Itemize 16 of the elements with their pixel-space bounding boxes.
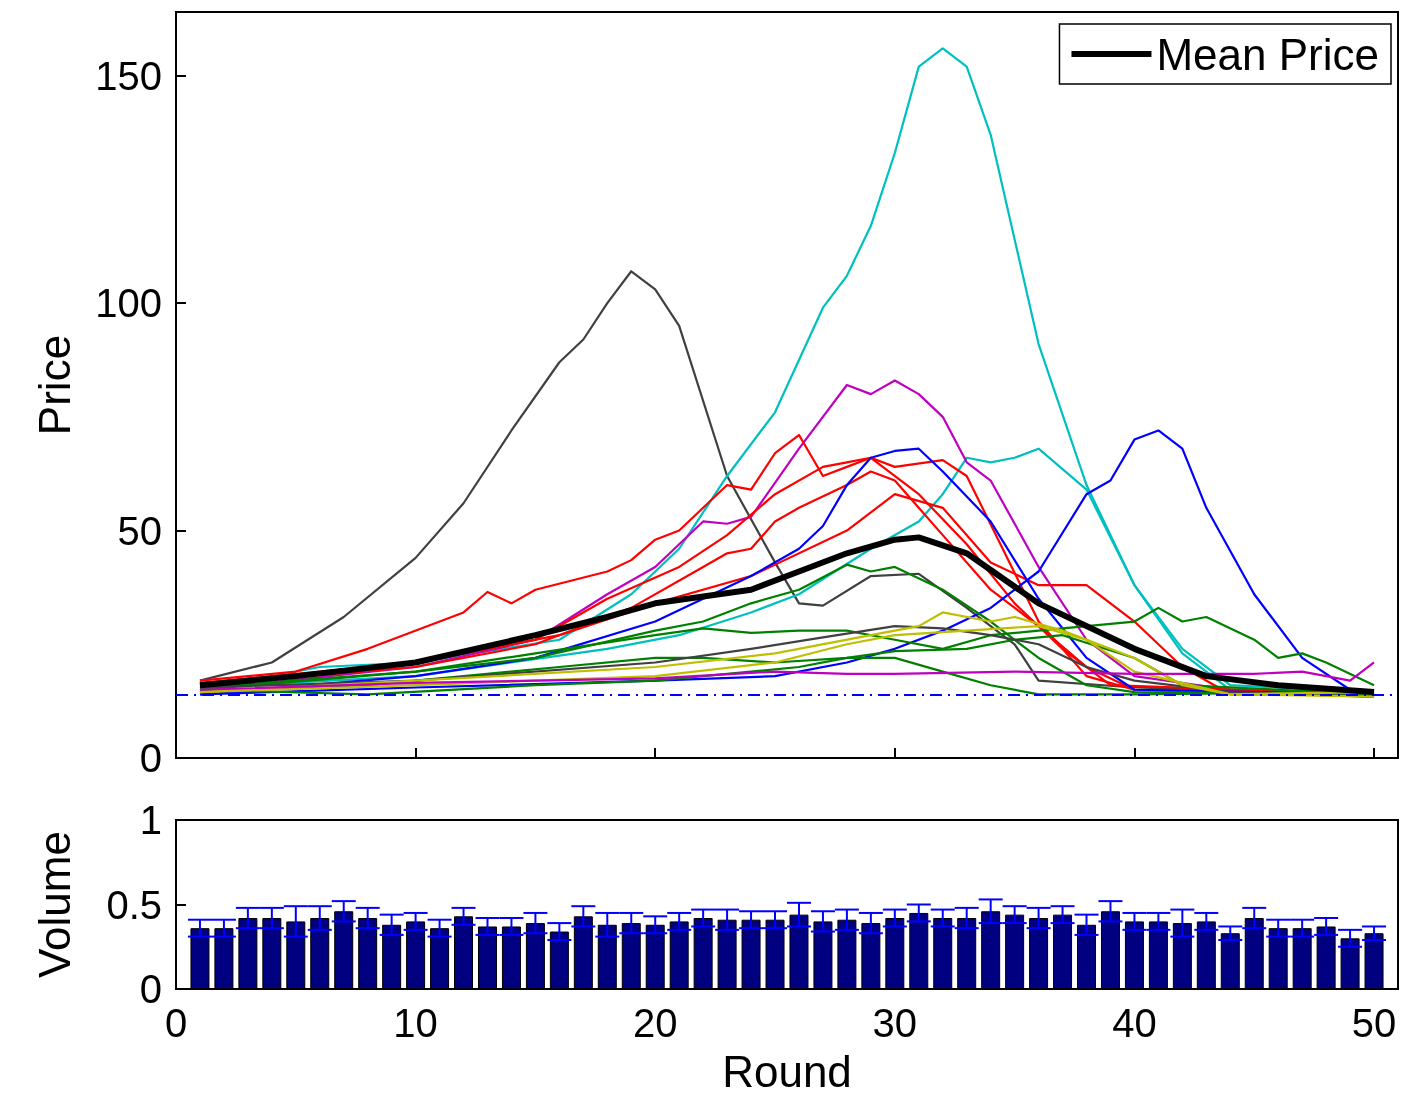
legend-label: Mean Price [1156, 29, 1380, 79]
y-tick-label: 150 [95, 53, 162, 98]
x-axis-title: Round [722, 1046, 852, 1096]
x-tick-label: 20 [632, 1001, 678, 1045]
x-tick-label: 50 [1351, 1001, 1397, 1045]
x-tick-label: 40 [1112, 1001, 1157, 1045]
x-tick-label: 30 [872, 1001, 918, 1045]
y-tick-label: 0 [139, 736, 162, 780]
y-axis-title: Price [29, 334, 79, 436]
y-tick-label: 1 [139, 798, 162, 842]
y-axis-title: Volume [29, 831, 79, 978]
y-tick-label: 0 [139, 967, 162, 1011]
y-tick-label: 100 [95, 281, 162, 326]
y-tick-label: 50 [117, 508, 162, 553]
x-tick-label: 10 [393, 1001, 438, 1045]
y-tick-label: 0.5 [106, 882, 162, 927]
